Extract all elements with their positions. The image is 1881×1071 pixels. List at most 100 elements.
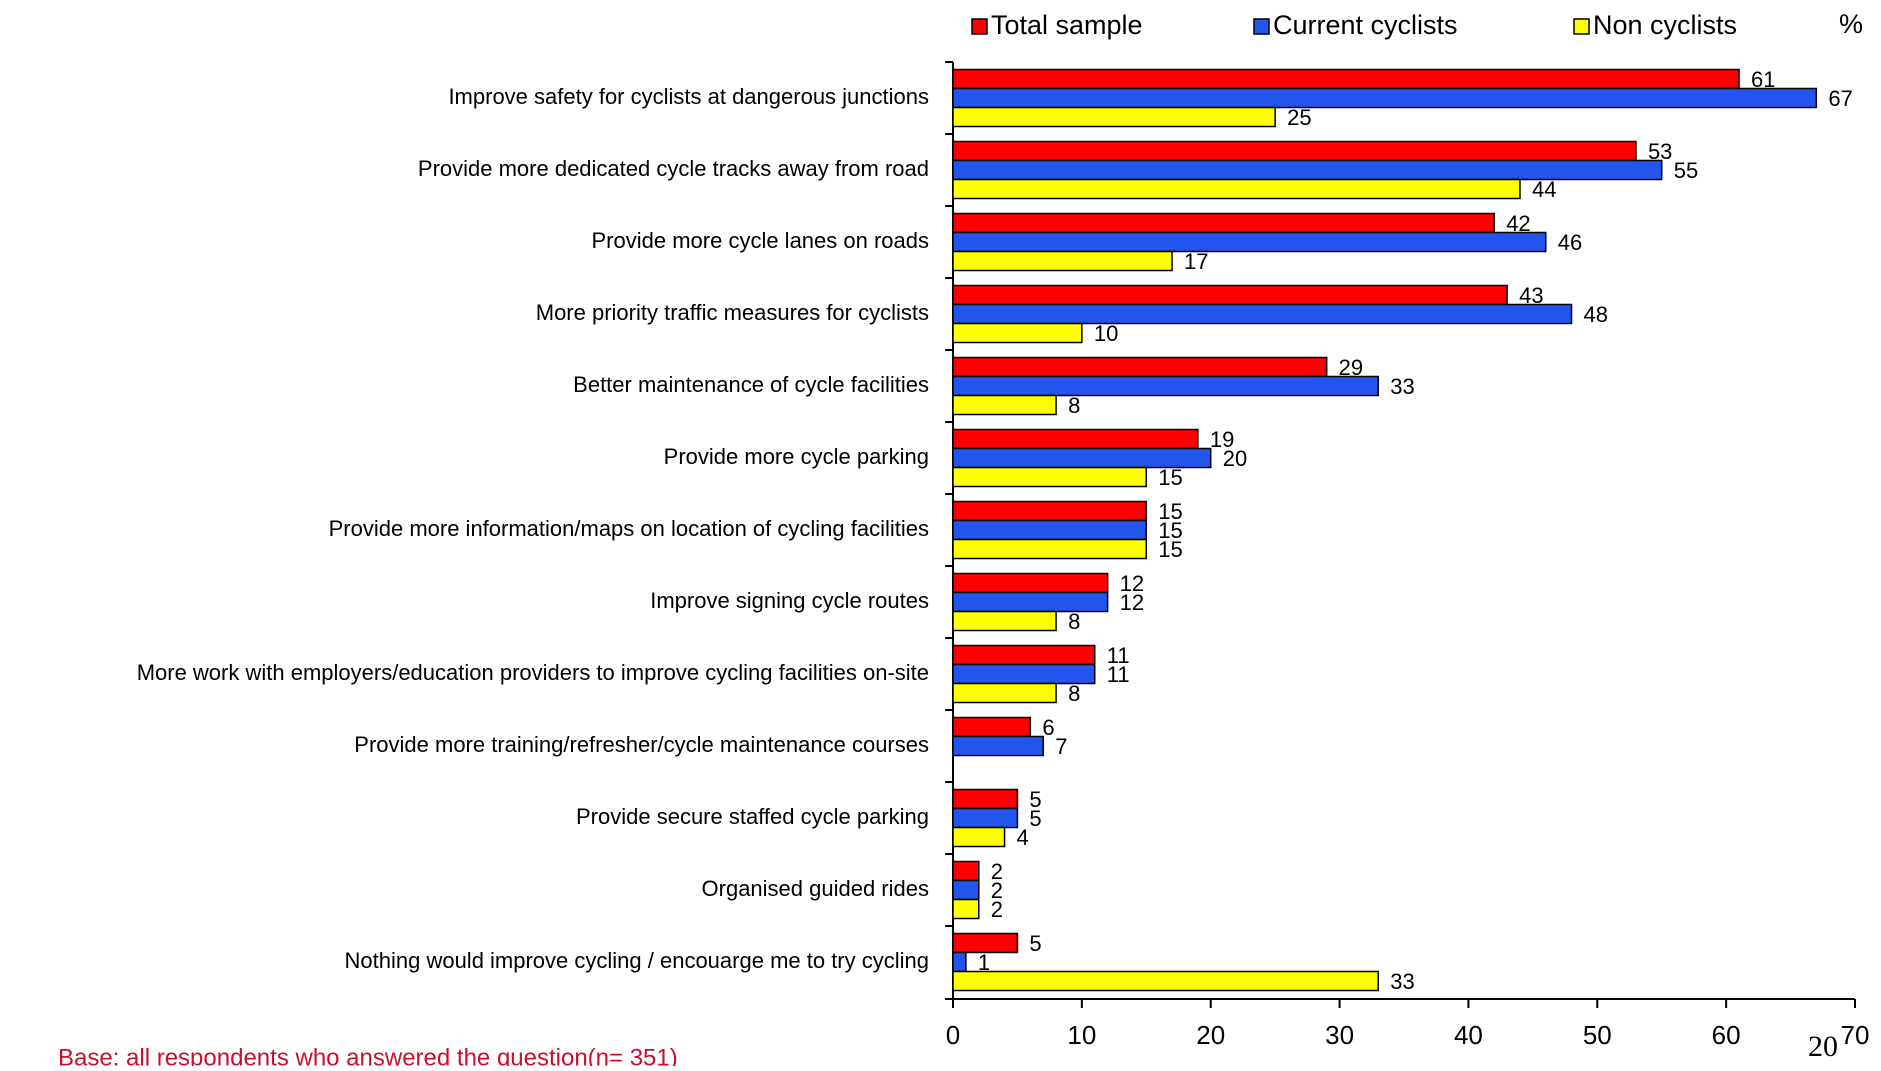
x-tick-label: 50 — [1583, 1020, 1612, 1050]
bar — [952, 466, 1148, 488]
bar — [952, 591, 1109, 613]
bar — [952, 394, 1057, 416]
bar — [952, 303, 1573, 325]
bar — [952, 826, 1006, 848]
bar — [952, 140, 1637, 162]
value-label: 55 — [1674, 158, 1698, 183]
category-label: Provide secure staffed cycle parking — [576, 804, 929, 829]
value-label: 42 — [1506, 211, 1530, 236]
legend-swatch — [1573, 18, 1590, 35]
bar — [952, 860, 980, 882]
category-label: Organised guided rides — [702, 876, 929, 901]
category-label: Improve safety for cyclists at dangerous… — [448, 84, 929, 109]
bar — [952, 250, 1173, 272]
bar — [952, 284, 1508, 306]
value-label: 17 — [1184, 249, 1208, 274]
value-label: 4 — [1017, 825, 1029, 850]
value-label: 29 — [1339, 355, 1363, 380]
value-label: 15 — [1158, 465, 1182, 490]
value-label: 2 — [991, 897, 1003, 922]
bar — [952, 500, 1148, 522]
category-label: Provide more information/maps on locatio… — [329, 516, 929, 541]
value-label: 8 — [1068, 681, 1080, 706]
bar — [952, 519, 1148, 541]
value-label: 33 — [1390, 969, 1414, 994]
bar — [952, 178, 1521, 200]
x-tick-label: 20 — [1196, 1020, 1225, 1050]
value-label: 53 — [1648, 139, 1672, 164]
legend-label: Current cyclists — [1273, 10, 1458, 40]
value-label: 33 — [1390, 374, 1414, 399]
bar — [952, 212, 1495, 234]
category-label: Better maintenance of cycle facilities — [573, 372, 929, 397]
value-label: 46 — [1558, 230, 1582, 255]
footnote: Base: all respondents who answered the q… — [58, 1044, 678, 1066]
bar — [952, 538, 1148, 560]
value-label: 6 — [1042, 715, 1054, 740]
bar — [952, 644, 1096, 666]
bar — [952, 932, 1019, 954]
category-label: Improve signing cycle routes — [650, 588, 929, 613]
value-label: 25 — [1287, 105, 1311, 130]
category-label: More work with employers/education provi… — [137, 660, 929, 685]
value-label: 19 — [1210, 427, 1234, 452]
bar — [952, 87, 1818, 109]
legend-swatch — [971, 18, 988, 35]
category-label: Provide more cycle parking — [664, 444, 929, 469]
bar — [952, 231, 1547, 253]
value-label: 48 — [1584, 302, 1608, 327]
bar — [952, 68, 1740, 90]
value-label: 20 — [1223, 446, 1247, 471]
x-tick-label: 60 — [1712, 1020, 1741, 1050]
value-label: 1 — [978, 950, 990, 975]
bar — [952, 356, 1328, 378]
value-label: 5 — [1029, 931, 1041, 956]
value-label: 5 — [1029, 806, 1041, 831]
legend-label: Non cyclists — [1593, 10, 1737, 40]
x-tick-label: 70 — [1841, 1020, 1870, 1050]
bar — [952, 807, 1019, 829]
x-tick-label: 0 — [946, 1020, 960, 1050]
x-tick-label: 40 — [1454, 1020, 1483, 1050]
bar — [952, 572, 1109, 594]
category-label: Provide more cycle lanes on roads — [592, 228, 930, 253]
value-label: 5 — [1029, 787, 1041, 812]
x-tick-label: 10 — [1067, 1020, 1096, 1050]
value-label: 15 — [1158, 518, 1182, 543]
legend-label: Total sample — [991, 10, 1143, 40]
value-label: 8 — [1068, 393, 1080, 418]
value-label: 12 — [1120, 571, 1144, 596]
bar — [952, 788, 1019, 810]
value-label: 44 — [1532, 177, 1556, 202]
value-label: 11 — [1107, 662, 1130, 687]
bar — [952, 106, 1276, 128]
value-label: 43 — [1519, 283, 1543, 308]
bar — [952, 610, 1057, 632]
bar — [952, 716, 1032, 738]
value-label: 8 — [1068, 609, 1080, 634]
value-label: 10 — [1094, 321, 1118, 346]
value-label: 15 — [1158, 499, 1182, 524]
value-label: 67 — [1828, 86, 1852, 111]
bar — [952, 951, 967, 973]
x-tick-label: 30 — [1325, 1020, 1354, 1050]
bar — [952, 898, 980, 920]
unit-label: % — [1839, 9, 1863, 39]
category-label: Nothing would improve cycling / encouarg… — [345, 948, 930, 973]
category-label: More priority traffic measures for cycli… — [536, 300, 929, 325]
value-label: 61 — [1751, 67, 1775, 92]
bar — [952, 879, 980, 901]
legend-swatch — [1253, 18, 1270, 35]
value-label: 2 — [991, 859, 1003, 884]
value-label: 11 — [1107, 643, 1130, 668]
value-label: 2 — [991, 878, 1003, 903]
value-label: 15 — [1158, 537, 1182, 562]
bar — [952, 735, 1044, 757]
bar — [952, 428, 1199, 450]
category-label: Provide more dedicated cycle tracks away… — [418, 156, 929, 181]
bar — [952, 682, 1057, 704]
value-label: 12 — [1120, 590, 1144, 615]
bar — [952, 322, 1083, 344]
bar — [952, 375, 1379, 397]
